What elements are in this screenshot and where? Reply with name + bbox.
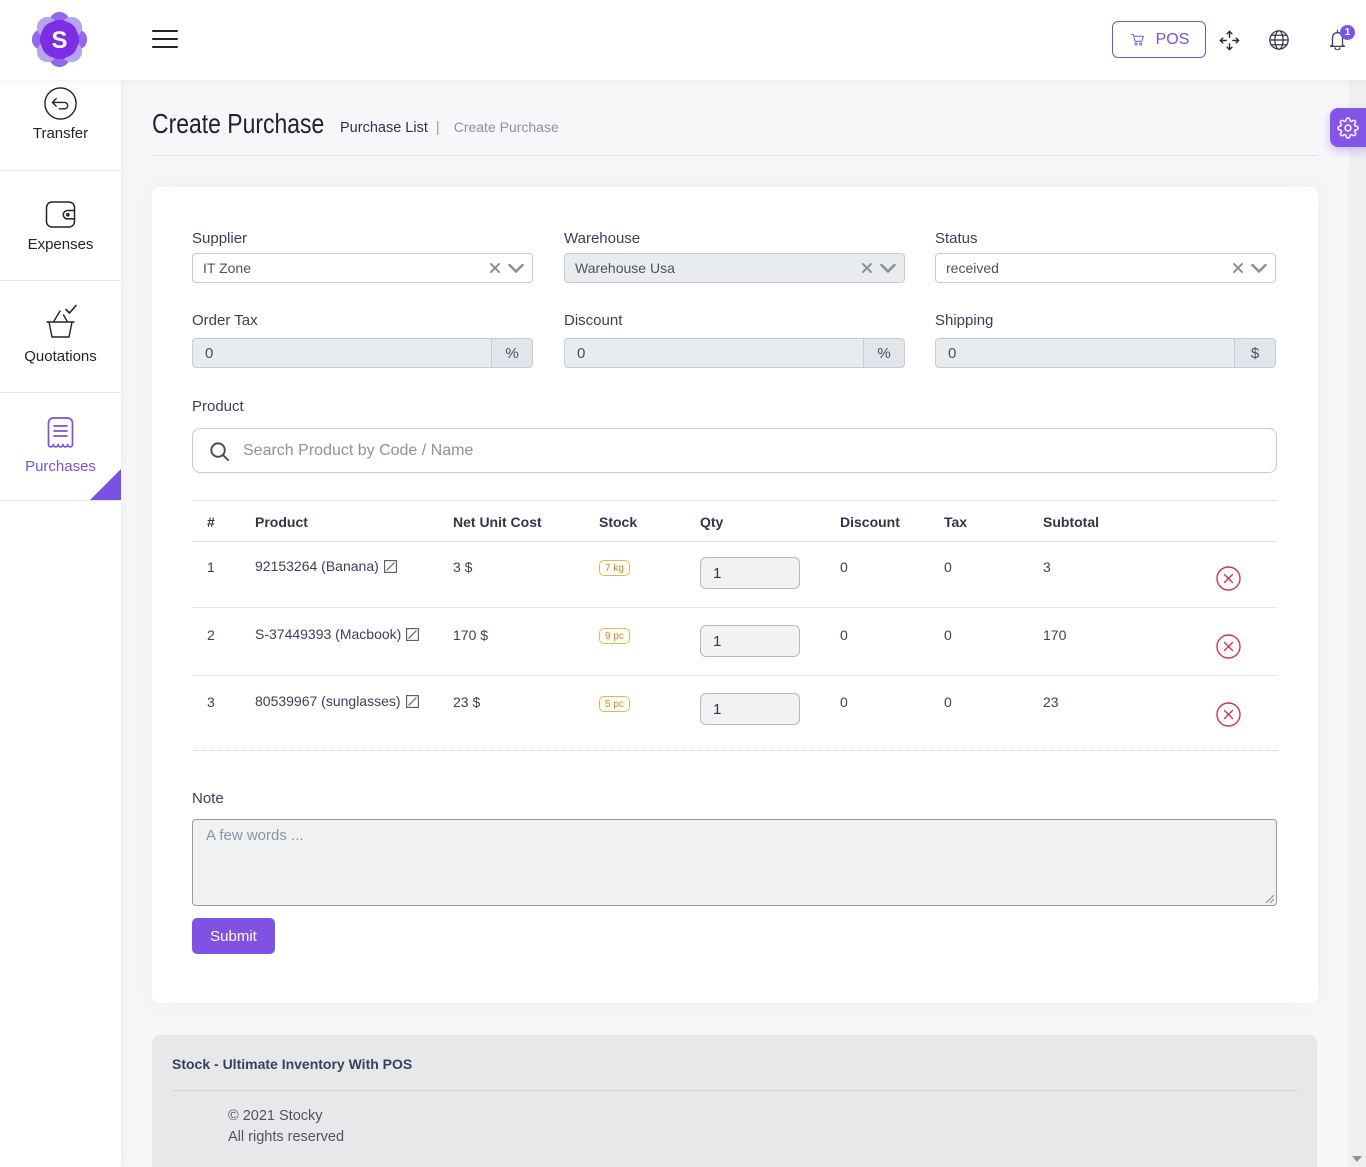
svg-text:S: S <box>51 27 67 54</box>
